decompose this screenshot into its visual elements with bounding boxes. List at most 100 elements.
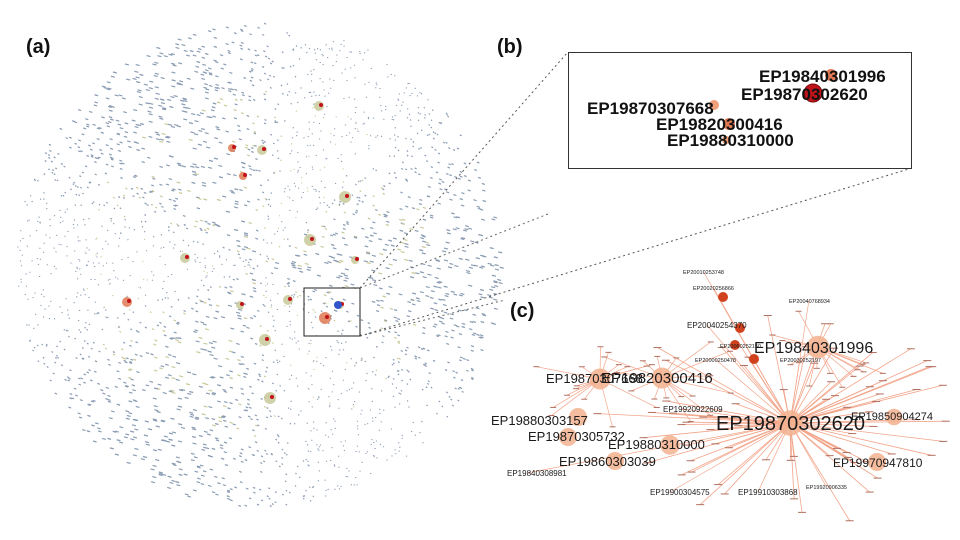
network-edge xyxy=(201,129,205,130)
network-edge xyxy=(382,342,384,343)
network-edge xyxy=(242,249,245,250)
network-edge xyxy=(93,124,96,125)
network-edge xyxy=(129,392,132,393)
network-edge xyxy=(420,272,424,273)
network-edge xyxy=(236,240,240,241)
network-edge xyxy=(207,223,210,224)
network-edge xyxy=(169,482,173,483)
network-edge xyxy=(305,44,306,45)
network-edge xyxy=(278,416,279,417)
network-edge xyxy=(389,287,393,288)
network-edge xyxy=(214,224,217,225)
network-edge xyxy=(422,236,426,237)
network-edge xyxy=(163,393,167,394)
network-edge xyxy=(304,234,306,235)
network-edge xyxy=(102,86,106,87)
network-edge xyxy=(120,168,123,169)
network-edge xyxy=(352,195,353,196)
network-edge xyxy=(433,360,435,361)
network-edge xyxy=(169,433,173,434)
network-edge xyxy=(431,127,432,128)
network-edge xyxy=(433,286,437,287)
network-edge xyxy=(54,362,56,363)
network-edge xyxy=(144,192,146,193)
panel-a-node-cloud xyxy=(18,23,504,506)
network-edge xyxy=(335,261,339,262)
network-edge xyxy=(477,162,479,163)
network-edge xyxy=(415,230,419,231)
network-edge xyxy=(232,42,235,43)
network-edge xyxy=(365,361,366,362)
network-edge xyxy=(123,195,125,196)
network-edge xyxy=(155,73,159,74)
network-edge xyxy=(54,157,56,158)
network-edge xyxy=(65,192,66,193)
network-edge xyxy=(269,498,271,499)
network-edge xyxy=(218,366,222,367)
network-edge xyxy=(353,214,355,215)
network-edge xyxy=(446,192,449,193)
network-edge xyxy=(201,78,205,79)
network-edge xyxy=(249,34,251,35)
network-edge xyxy=(440,189,443,190)
network-edge xyxy=(429,124,430,125)
network-edge xyxy=(356,363,357,364)
network-edge xyxy=(373,168,374,169)
network-edge xyxy=(206,147,210,148)
network-edge xyxy=(247,155,250,156)
hub-core-node xyxy=(240,302,244,306)
network-edge xyxy=(430,297,434,298)
network-edge xyxy=(473,200,476,201)
network-edge xyxy=(123,198,125,199)
network-edge xyxy=(228,91,231,92)
network-edge xyxy=(164,211,166,212)
network-edge xyxy=(230,328,234,329)
network-edge xyxy=(400,230,404,231)
network-edge xyxy=(170,223,172,224)
network-edge xyxy=(256,419,258,420)
network-edge xyxy=(234,89,237,90)
panel-c-minor-label: EP19920922609 xyxy=(663,405,723,414)
network-edge xyxy=(260,254,261,255)
network-edge xyxy=(203,349,207,350)
network-edge xyxy=(372,222,375,223)
network-edge xyxy=(246,145,249,146)
network-edge xyxy=(293,297,294,298)
network-edge xyxy=(306,441,307,442)
network-edge xyxy=(215,311,219,312)
network-edge xyxy=(214,158,218,159)
network-edge xyxy=(378,239,382,240)
network-edge xyxy=(197,51,200,52)
network-edge xyxy=(245,505,247,506)
network-edge xyxy=(151,469,155,470)
network-edge xyxy=(188,298,189,299)
network-edge xyxy=(208,31,211,32)
network-edge xyxy=(246,327,249,328)
panel-c-minor-label: EP20060252150 xyxy=(720,344,761,350)
network-edge xyxy=(227,490,230,491)
network-edge xyxy=(280,171,281,172)
network-edge xyxy=(479,235,483,236)
network-edge xyxy=(207,290,209,291)
network-edge xyxy=(60,128,62,129)
network-edge xyxy=(146,444,150,445)
network-edge xyxy=(172,72,176,73)
network-edge xyxy=(244,235,248,236)
network-edge xyxy=(483,201,486,202)
network-edge xyxy=(201,475,204,476)
network-edge xyxy=(362,180,363,181)
network-edge xyxy=(172,189,175,190)
network-edge xyxy=(264,94,266,95)
network-edge xyxy=(165,364,169,365)
network-edge xyxy=(128,413,132,414)
network-edge xyxy=(143,456,147,457)
network-edge xyxy=(64,349,65,350)
network-edge xyxy=(182,166,186,167)
network-edge xyxy=(342,287,345,288)
network-edge xyxy=(386,221,389,222)
network-edge xyxy=(427,383,428,384)
network-edge xyxy=(442,181,445,182)
network-edge xyxy=(111,76,115,77)
network-edge xyxy=(178,342,181,343)
network-edge xyxy=(109,117,112,118)
